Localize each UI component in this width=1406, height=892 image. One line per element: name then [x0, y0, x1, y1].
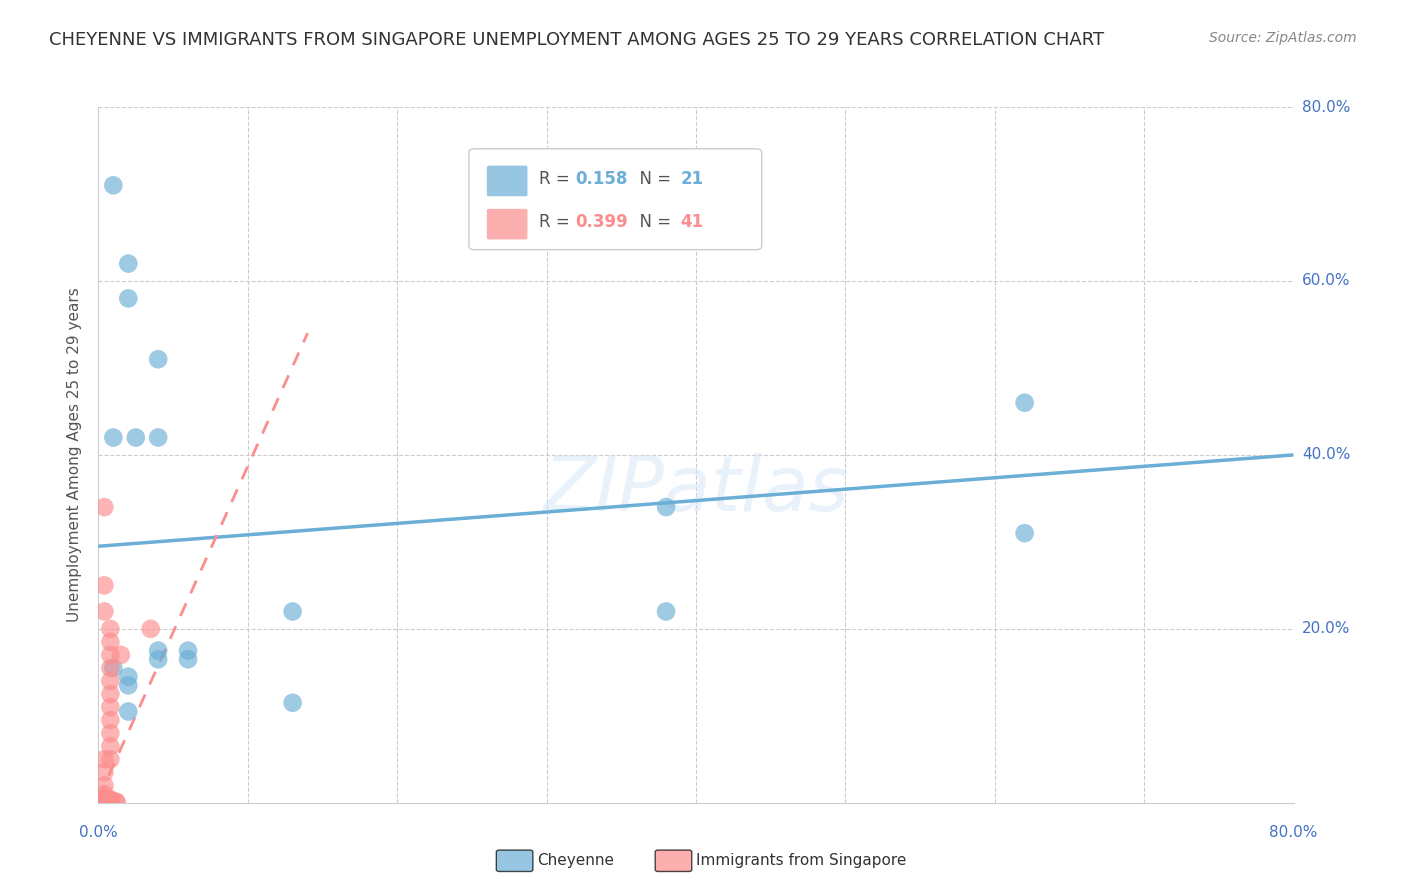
Point [98, 795, 122, 809]
Point [93, 791, 115, 805]
Text: R =: R = [540, 213, 575, 231]
Text: N =: N = [628, 169, 676, 188]
Point [98, 687, 122, 701]
Point [110, 648, 132, 662]
Point [281, 605, 304, 619]
Point [98, 795, 122, 809]
Point [93, 752, 115, 766]
Text: Immigrants from Singapore: Immigrants from Singapore [696, 854, 907, 868]
Point [117, 678, 139, 692]
Point [117, 291, 139, 305]
Point [1014, 396, 1036, 410]
Point [93, 605, 115, 619]
Point [98, 795, 122, 809]
Point [125, 431, 148, 445]
Point [93, 578, 115, 592]
Point [139, 622, 162, 636]
Point [117, 256, 139, 270]
Point [105, 795, 128, 809]
Point [98, 752, 122, 766]
Point [98, 795, 122, 809]
Point [98, 700, 122, 714]
Point [98, 648, 122, 662]
Text: 0.399: 0.399 [575, 213, 628, 231]
Point [1014, 526, 1036, 541]
Text: R =: R = [540, 169, 575, 188]
FancyBboxPatch shape [486, 166, 527, 196]
Point [98, 726, 122, 740]
Point [177, 652, 200, 666]
Point [98, 713, 122, 727]
Text: N =: N = [628, 213, 676, 231]
Point [93, 778, 115, 792]
Point [98, 793, 122, 807]
Text: Source: ZipAtlas.com: Source: ZipAtlas.com [1209, 31, 1357, 45]
Point [98, 739, 122, 754]
FancyBboxPatch shape [486, 209, 527, 239]
Point [98, 795, 122, 809]
Point [103, 178, 125, 193]
Point [93, 500, 115, 514]
Point [98, 795, 122, 809]
Point [655, 605, 678, 619]
Text: Cheyenne: Cheyenne [537, 854, 614, 868]
Text: 21: 21 [681, 169, 703, 188]
Point [93, 793, 115, 807]
Point [117, 705, 139, 719]
Point [98, 661, 122, 675]
Point [148, 352, 170, 367]
Y-axis label: Unemployment Among Ages 25 to 29 years: Unemployment Among Ages 25 to 29 years [67, 287, 83, 623]
Point [98, 792, 122, 806]
Point [103, 661, 125, 675]
Point [93, 795, 115, 809]
Point [93, 795, 115, 809]
Point [117, 670, 139, 684]
Point [281, 696, 304, 710]
Text: 40.0%: 40.0% [1302, 448, 1350, 462]
Text: 41: 41 [681, 213, 703, 231]
Point [93, 794, 115, 808]
Point [93, 765, 115, 780]
Point [98, 794, 122, 808]
Point [93, 787, 115, 801]
Point [103, 431, 125, 445]
Point [93, 792, 115, 806]
Point [148, 431, 170, 445]
Point [98, 795, 122, 809]
Point [98, 674, 122, 689]
Text: 80.0%: 80.0% [1270, 825, 1317, 840]
Point [98, 622, 122, 636]
Point [105, 795, 128, 809]
Text: 80.0%: 80.0% [1302, 100, 1350, 114]
Text: 0.158: 0.158 [575, 169, 627, 188]
Text: 20.0%: 20.0% [1302, 622, 1350, 636]
Point [655, 500, 678, 514]
Text: 0.0%: 0.0% [79, 825, 118, 840]
Point [98, 635, 122, 649]
Point [98, 795, 122, 809]
Text: ZIPatlas: ZIPatlas [543, 453, 849, 526]
FancyBboxPatch shape [470, 149, 762, 250]
Point [93, 795, 115, 809]
Point [148, 643, 170, 657]
Text: CHEYENNE VS IMMIGRANTS FROM SINGAPORE UNEMPLOYMENT AMONG AGES 25 TO 29 YEARS COR: CHEYENNE VS IMMIGRANTS FROM SINGAPORE UN… [49, 31, 1104, 49]
Text: 60.0%: 60.0% [1302, 274, 1350, 288]
Point [98, 795, 122, 809]
Point [177, 643, 200, 657]
Point [148, 652, 170, 666]
